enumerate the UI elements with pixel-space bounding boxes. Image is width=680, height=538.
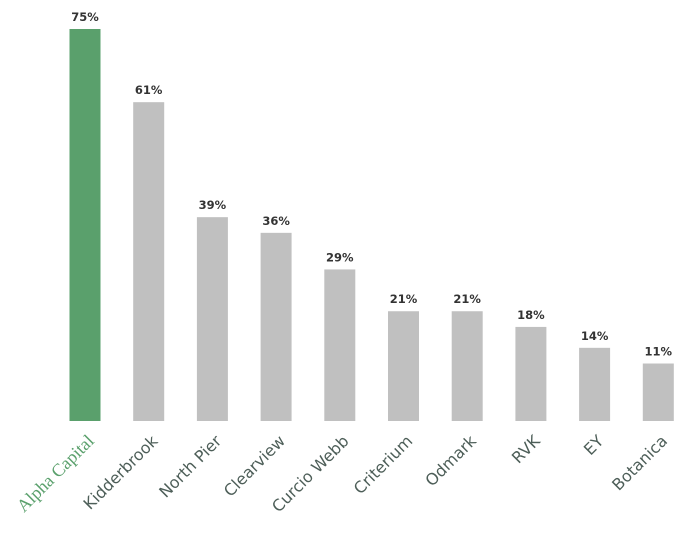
bar [579, 347, 611, 421]
x-tick-label: Clearview [220, 431, 289, 500]
value-label: 14% [581, 329, 609, 343]
value-label: 39% [199, 198, 227, 212]
bar [642, 363, 674, 421]
x-tick-label: Criterium [350, 431, 417, 498]
value-label: 21% [390, 292, 418, 306]
bar [196, 217, 228, 421]
bar [515, 326, 547, 421]
value-label: 21% [453, 292, 481, 306]
bar [324, 269, 356, 421]
bar [388, 311, 419, 421]
bar [451, 311, 483, 421]
value-label: 36% [262, 214, 290, 228]
value-label: 61% [135, 83, 163, 97]
value-label: 11% [645, 345, 673, 359]
bar [69, 29, 101, 421]
x-tick-label: North Pier [155, 431, 225, 501]
x-tick-label: Botanica [608, 431, 671, 494]
value-label: 75% [71, 10, 99, 24]
x-tick-label: EY [580, 431, 608, 459]
bar [260, 232, 292, 421]
bar [133, 102, 165, 421]
x-tick-label: RVK [508, 431, 544, 467]
value-label: 18% [517, 308, 545, 322]
x-tick-label: Odmark [421, 431, 480, 490]
value-label: 29% [326, 250, 354, 264]
